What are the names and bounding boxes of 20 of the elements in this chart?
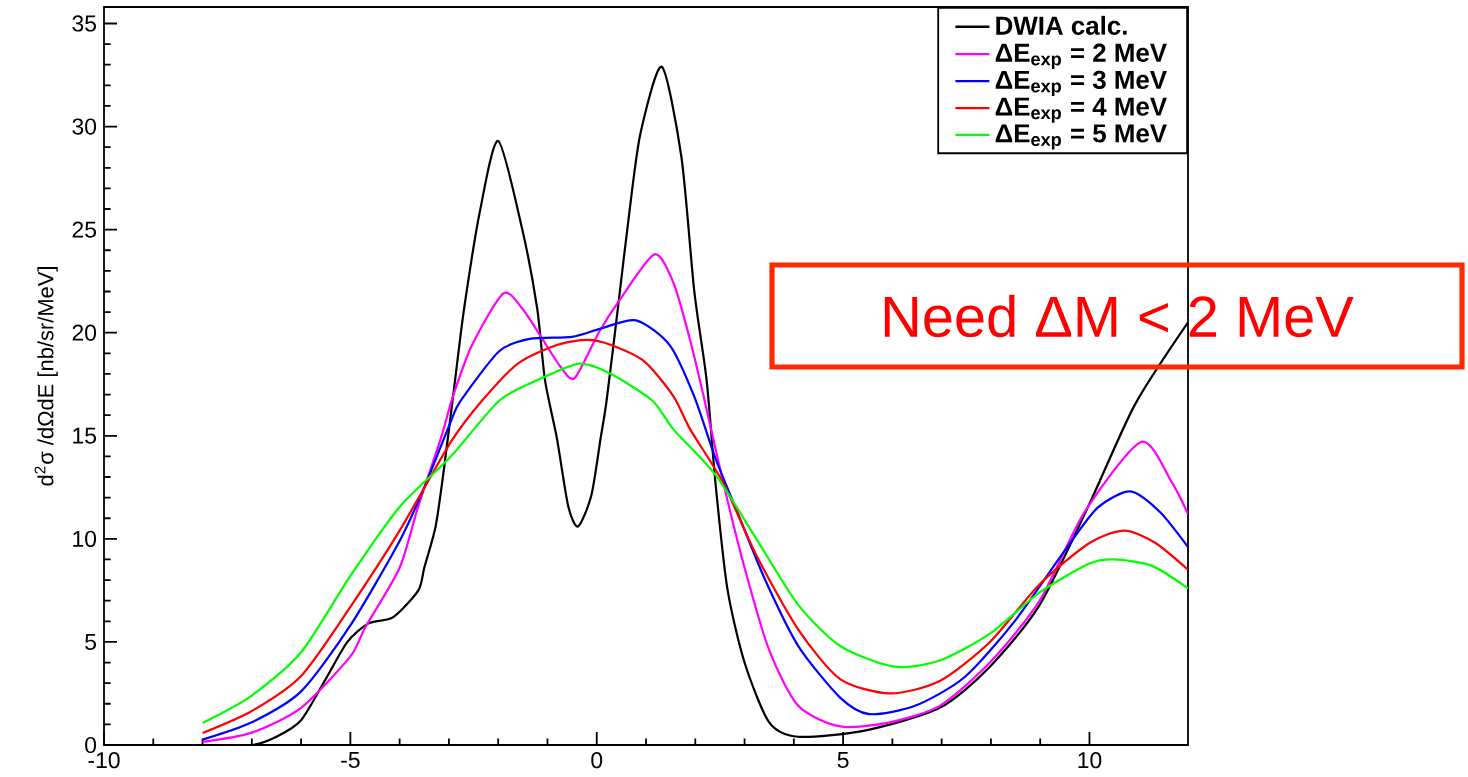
y-tick-label: 25: [72, 221, 96, 238]
y-tick-label: 0: [85, 736, 97, 754]
y-tick-label: 15: [73, 427, 96, 444]
y-tick-label: 35: [72, 15, 96, 32]
legend-label: ΔE$_{exp}$ = 4 MeV: [995, 97, 1167, 123]
y-tick-label: 30: [72, 118, 97, 135]
legend-label: ΔE$_{exp}$ = 3 MeV: [995, 70, 1167, 97]
x-tick-label: -5: [341, 752, 360, 769]
y-tick-label: 10: [73, 530, 97, 547]
legend-label: ΔE$_{exp}$ = 5 MeV: [995, 124, 1167, 150]
x-tick-label: 10: [1078, 752, 1102, 769]
y-tick-label: 5: [85, 633, 96, 650]
legend-label: DWIA calc.: [996, 15, 1127, 35]
y-tick-label: 20: [72, 324, 97, 341]
legend-label: ΔE$_{exp}$ = 2 MeV: [995, 43, 1167, 70]
y-axis-title: d$^{2}$σ /dΩdE [nb/sr/MeV]: [34, 267, 58, 486]
x-tick-label: 5: [837, 752, 849, 769]
annotation: Need ΔM < 2 MeV: [884, 294, 1354, 338]
x-tick-label: -10: [88, 752, 120, 769]
x-tick-label: 0: [591, 752, 603, 769]
